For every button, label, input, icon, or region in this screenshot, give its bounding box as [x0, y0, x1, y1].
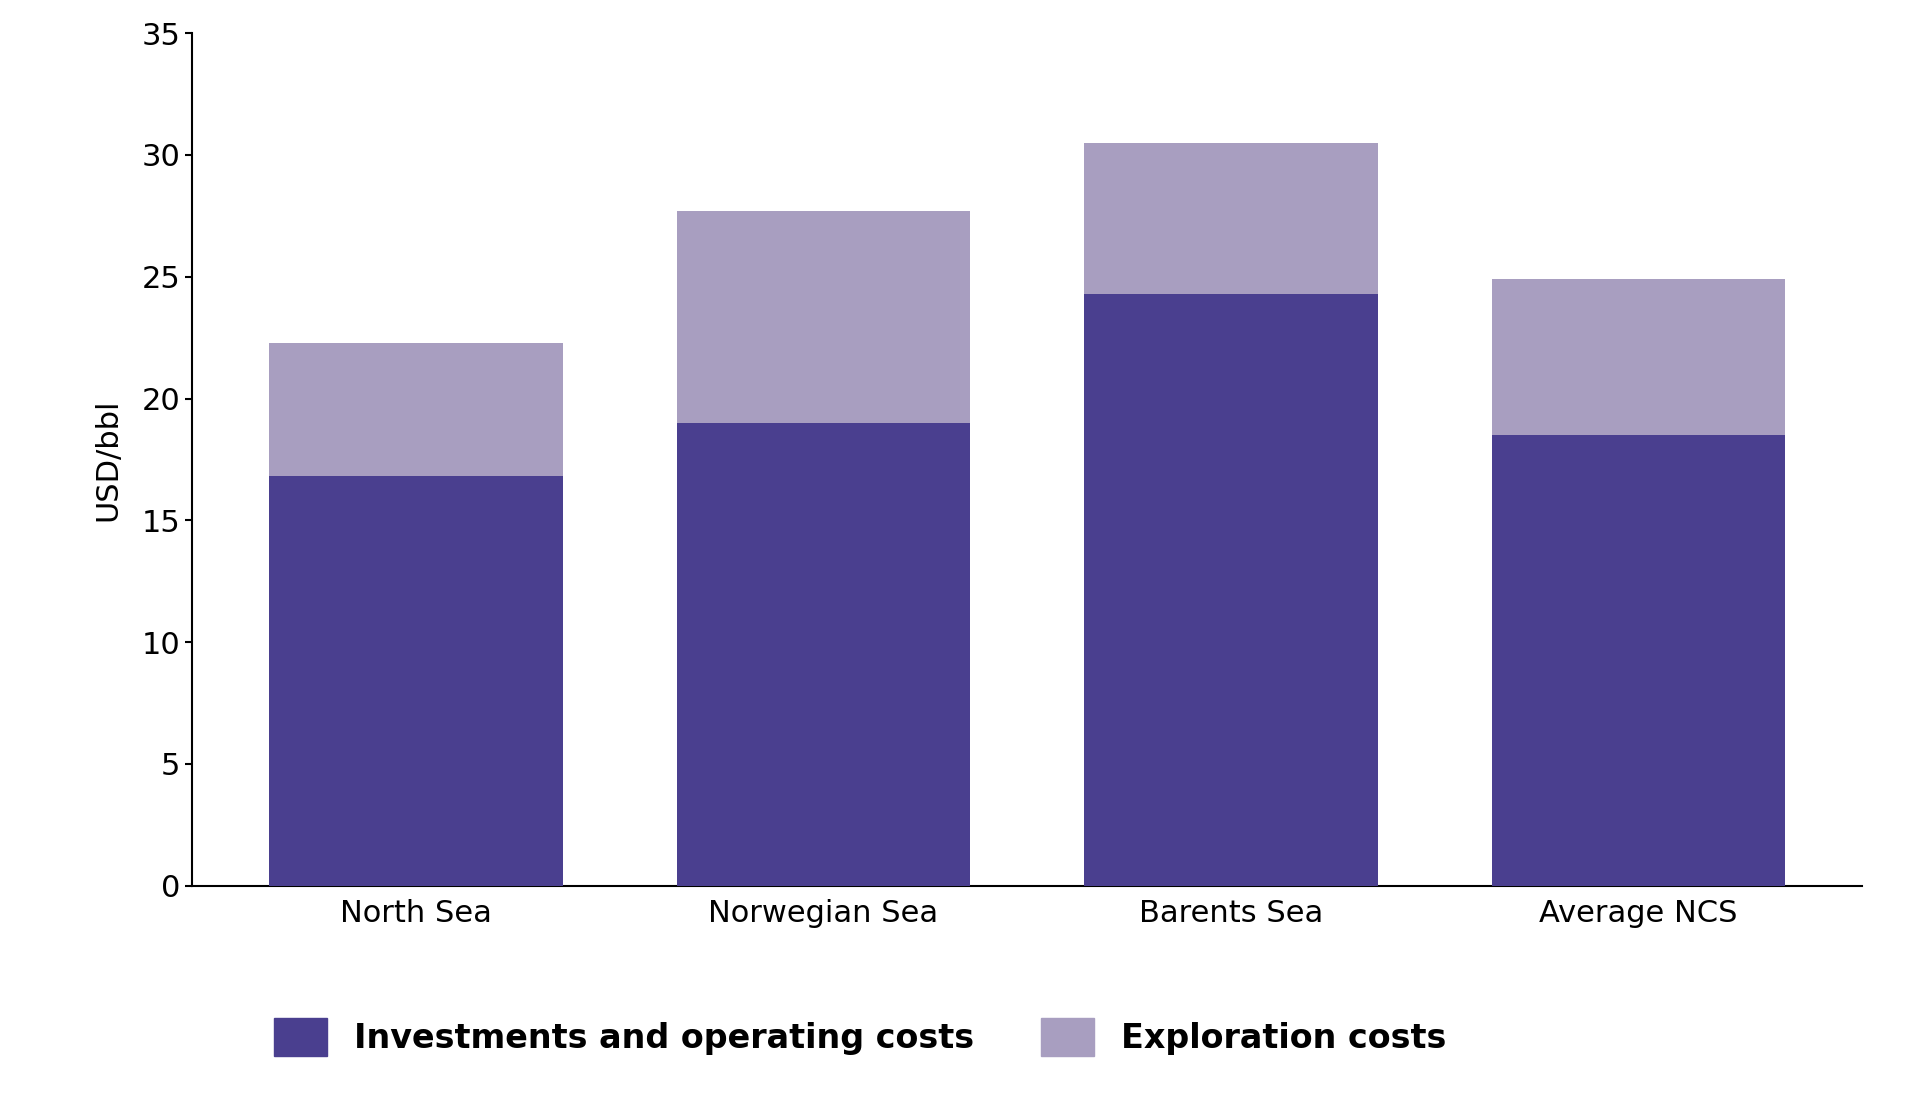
Bar — [1492, 279, 1786, 435]
Legend: Investments and operating costs, Exploration costs: Investments and operating costs, Explora… — [275, 1018, 1446, 1056]
Bar — [678, 423, 970, 886]
Bar — [678, 211, 970, 423]
Bar — [1492, 435, 1786, 886]
Bar — [1085, 143, 1377, 293]
Bar — [1085, 293, 1377, 886]
Y-axis label: USD/bbl: USD/bbl — [92, 399, 121, 520]
Bar — [269, 342, 563, 476]
Bar — [269, 476, 563, 886]
